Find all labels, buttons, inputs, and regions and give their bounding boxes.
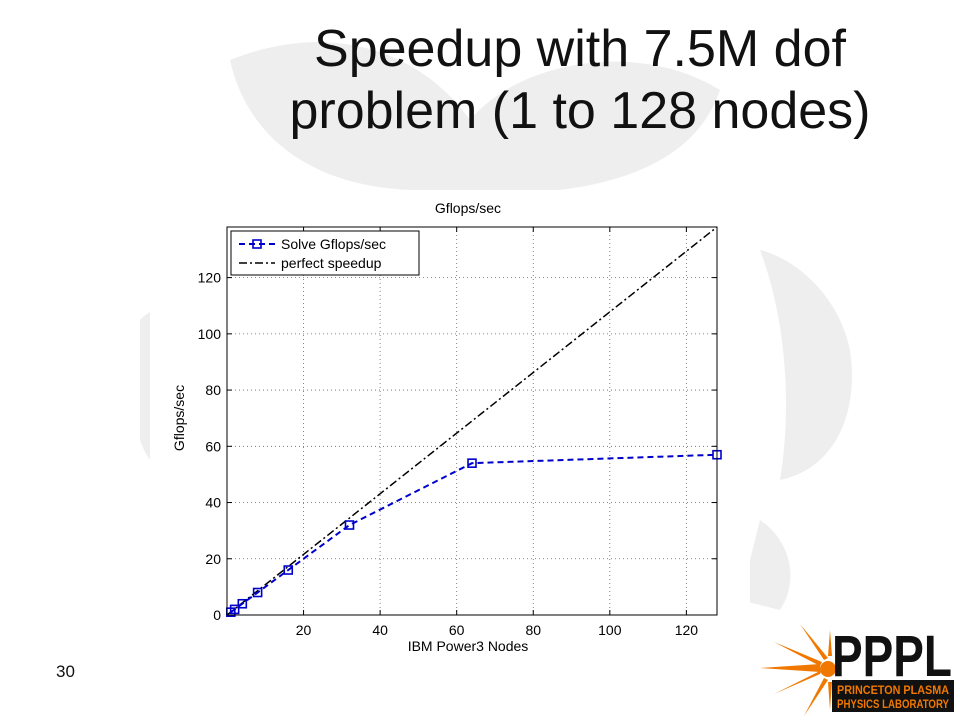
pppl-logo: PPPL PRINCETON PLASMA PHYSICS LABORATORY <box>760 624 954 716</box>
data-point <box>229 604 240 615</box>
x-tick-label: 120 <box>675 622 699 638</box>
x-tick-label: 20 <box>296 622 312 638</box>
y-tick-label: 20 <box>205 551 221 567</box>
logo-sub-text-line1: PRINCETON PLASMA <box>837 683 949 697</box>
starburst-icon <box>760 624 836 716</box>
slide-title-line2: problem (1 to 128 nodes) <box>289 82 871 140</box>
y-tick-label: 60 <box>205 438 221 454</box>
speedup-chart: Gflops/sec Gflops/sec IBM Power3 Nodes 2… <box>150 190 750 660</box>
page-number: 30 <box>56 662 75 681</box>
y-tick-label: 40 <box>205 495 221 511</box>
legend-box <box>230 230 420 276</box>
logo-sub-band <box>832 680 954 712</box>
data-point <box>467 458 477 468</box>
y-axis-label: Gflops/sec <box>171 385 187 451</box>
y-tick-label: 120 <box>198 270 222 286</box>
logo-main-text: PPPL <box>832 624 952 689</box>
x-tick-label: 60 <box>449 622 465 638</box>
legend-label: perfect speedup <box>281 255 382 271</box>
data-point <box>252 587 263 598</box>
plot-area <box>227 227 717 615</box>
chart-title: Gflops/sec <box>435 200 501 216</box>
y-tick-label: 80 <box>205 382 221 398</box>
series-line-solve-gflops-sec <box>230 453 718 613</box>
x-tick-label: 80 <box>525 622 541 638</box>
y-tick-label: 100 <box>198 326 222 342</box>
slide-title-line1: Speedup with 7.5M dof <box>314 20 846 78</box>
data-point <box>237 598 248 609</box>
plot-frame <box>226 226 718 616</box>
y-tick-label: 0 <box>213 607 221 623</box>
x-tick-label: 100 <box>598 622 622 638</box>
x-tick-label: 40 <box>372 622 388 638</box>
data-point <box>344 520 355 530</box>
legend-label: Solve Gflops/sec <box>281 236 386 252</box>
data-point <box>283 565 294 575</box>
x-axis-label: IBM Power3 Nodes <box>408 638 529 654</box>
legend-marker <box>252 239 262 249</box>
slide-title: Speedup with 7.5M dof problem (1 to 128 … <box>230 18 930 142</box>
logo-sub-text-line2: PHYSICS LABORATORY <box>837 697 949 711</box>
